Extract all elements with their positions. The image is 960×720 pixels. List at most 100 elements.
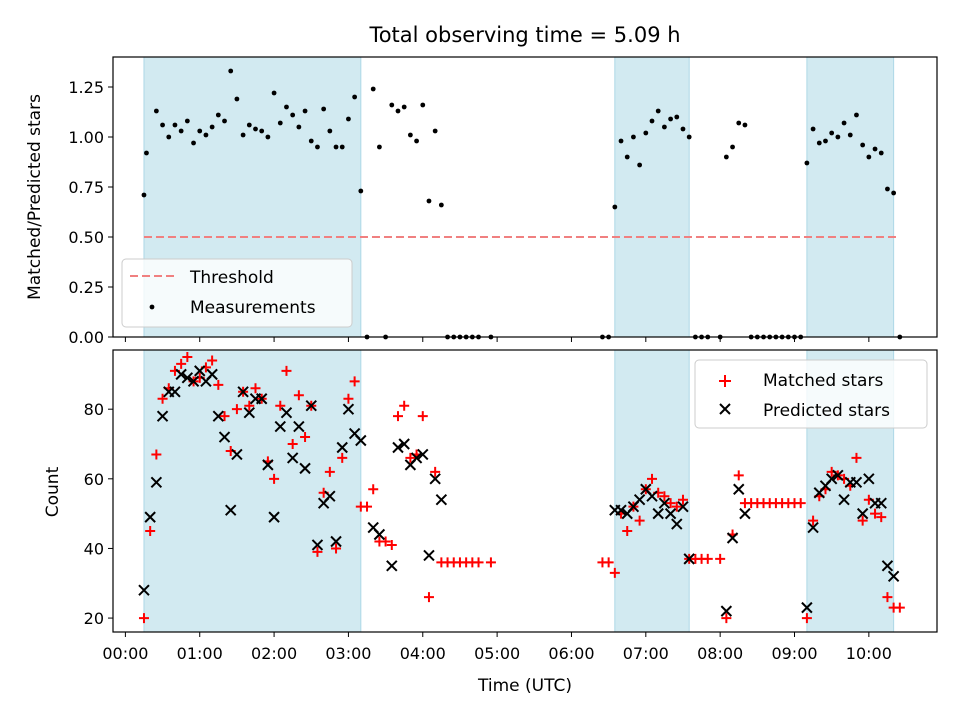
shaded-interval: [614, 349, 690, 633]
predicted-point: [825, 473, 838, 485]
matched-point: [851, 452, 862, 463]
predicted-point: [398, 438, 410, 450]
matched-point: [715, 553, 726, 564]
predicted-point: [838, 493, 850, 506]
predicted-point: [726, 532, 739, 544]
y-tick-label: 40: [84, 539, 104, 558]
matched-point: [368, 484, 379, 495]
measurement-point: [612, 204, 618, 210]
matched-point: [349, 376, 360, 387]
matched-point: [213, 379, 224, 390]
matched-point: [275, 400, 286, 411]
predicted-point: [739, 507, 751, 520]
matched-point: [207, 355, 218, 366]
measurement-point: [215, 112, 221, 118]
measurement-point: [420, 102, 426, 108]
matched-point: [870, 508, 881, 519]
measurement-point: [160, 122, 165, 128]
predicted-point: [646, 490, 658, 502]
top-x-ticks: [124, 337, 870, 342]
measurement-point: [885, 186, 890, 192]
matched-point: [182, 351, 193, 362]
predicted-point: [305, 399, 317, 412]
y-tick-label: 80: [84, 400, 104, 419]
measurement-point: [637, 162, 643, 168]
matched-point: [417, 411, 428, 422]
predicted-point: [856, 507, 869, 520]
bottom-y-axis-label: Count: [43, 466, 63, 517]
measurement-point: [860, 142, 866, 148]
predicted-point: [268, 511, 280, 523]
matched-point: [405, 452, 416, 463]
measurement-point: [277, 120, 283, 126]
x-tick-label: 00:00: [102, 644, 148, 663]
top-legend-box: [121, 258, 353, 328]
matched-point: [337, 452, 348, 463]
measurement-point: [680, 126, 686, 132]
measurement-point: [259, 128, 265, 134]
measurement-point: [271, 90, 277, 96]
matched-point: [287, 439, 298, 449]
predicted-point: [156, 410, 169, 422]
predicted-point: [336, 441, 348, 454]
legend-predicted-swatch: [719, 403, 731, 415]
matched-point: [324, 466, 335, 477]
measurement-point: [153, 108, 159, 114]
matched-point: [882, 592, 893, 603]
measurement-point: [618, 138, 624, 144]
predicted-point: [677, 500, 689, 513]
matched-point: [659, 491, 670, 502]
predicted-point: [324, 490, 336, 502]
measurement-point: [296, 124, 302, 130]
matched-point: [795, 498, 806, 509]
matched-point: [485, 557, 496, 568]
measurement-point: [308, 138, 314, 144]
measurement-point: [141, 192, 147, 198]
x-tick-label: 08:00: [697, 644, 743, 663]
y-tick-label: 1.25: [68, 78, 104, 97]
matched-point: [894, 602, 905, 613]
measurement-point: [730, 144, 735, 150]
top-measurement-points: [141, 68, 903, 340]
matched-point: [157, 393, 168, 404]
measurement-point: [438, 202, 444, 208]
measurement-point: [234, 96, 240, 102]
measurement-point: [414, 138, 419, 144]
predicted-point: [664, 507, 677, 520]
predicted-point: [410, 452, 423, 464]
matched-point: [801, 613, 812, 624]
matched-point: [312, 546, 323, 557]
predicted-point: [237, 386, 249, 398]
predicted-point: [875, 497, 887, 509]
predicted-point: [187, 375, 200, 388]
matched-point: [876, 512, 887, 523]
predicted-point: [429, 473, 441, 485]
bottom-predicted-points: [138, 365, 900, 617]
measurement-point: [377, 144, 382, 150]
predicted-point: [311, 539, 324, 551]
predicted-point: [671, 518, 683, 530]
predicted-point: [243, 406, 256, 419]
y-tick-label: 1.00: [68, 128, 104, 147]
matched-point: [399, 400, 410, 411]
matched-point: [677, 494, 688, 505]
predicted-point: [262, 459, 274, 471]
x-tick-label: 07:00: [623, 644, 669, 663]
measurement-point: [643, 130, 649, 136]
predicted-point: [733, 483, 745, 495]
predicted-point: [138, 584, 150, 596]
x-tick-label: 06:00: [548, 644, 594, 663]
measurement-point: [686, 134, 692, 140]
measurement-point: [203, 132, 209, 138]
matched-point: [386, 539, 397, 550]
predicted-point: [255, 393, 268, 405]
predicted-point: [633, 493, 646, 506]
measurement-point: [736, 120, 742, 126]
measurement-point: [246, 122, 252, 128]
predicted-point: [417, 448, 429, 461]
y-tick-label: 20: [84, 609, 104, 628]
predicted-point: [881, 560, 894, 572]
predicted-point: [832, 469, 844, 482]
measurement-point: [395, 108, 401, 114]
matched-point: [138, 613, 149, 624]
